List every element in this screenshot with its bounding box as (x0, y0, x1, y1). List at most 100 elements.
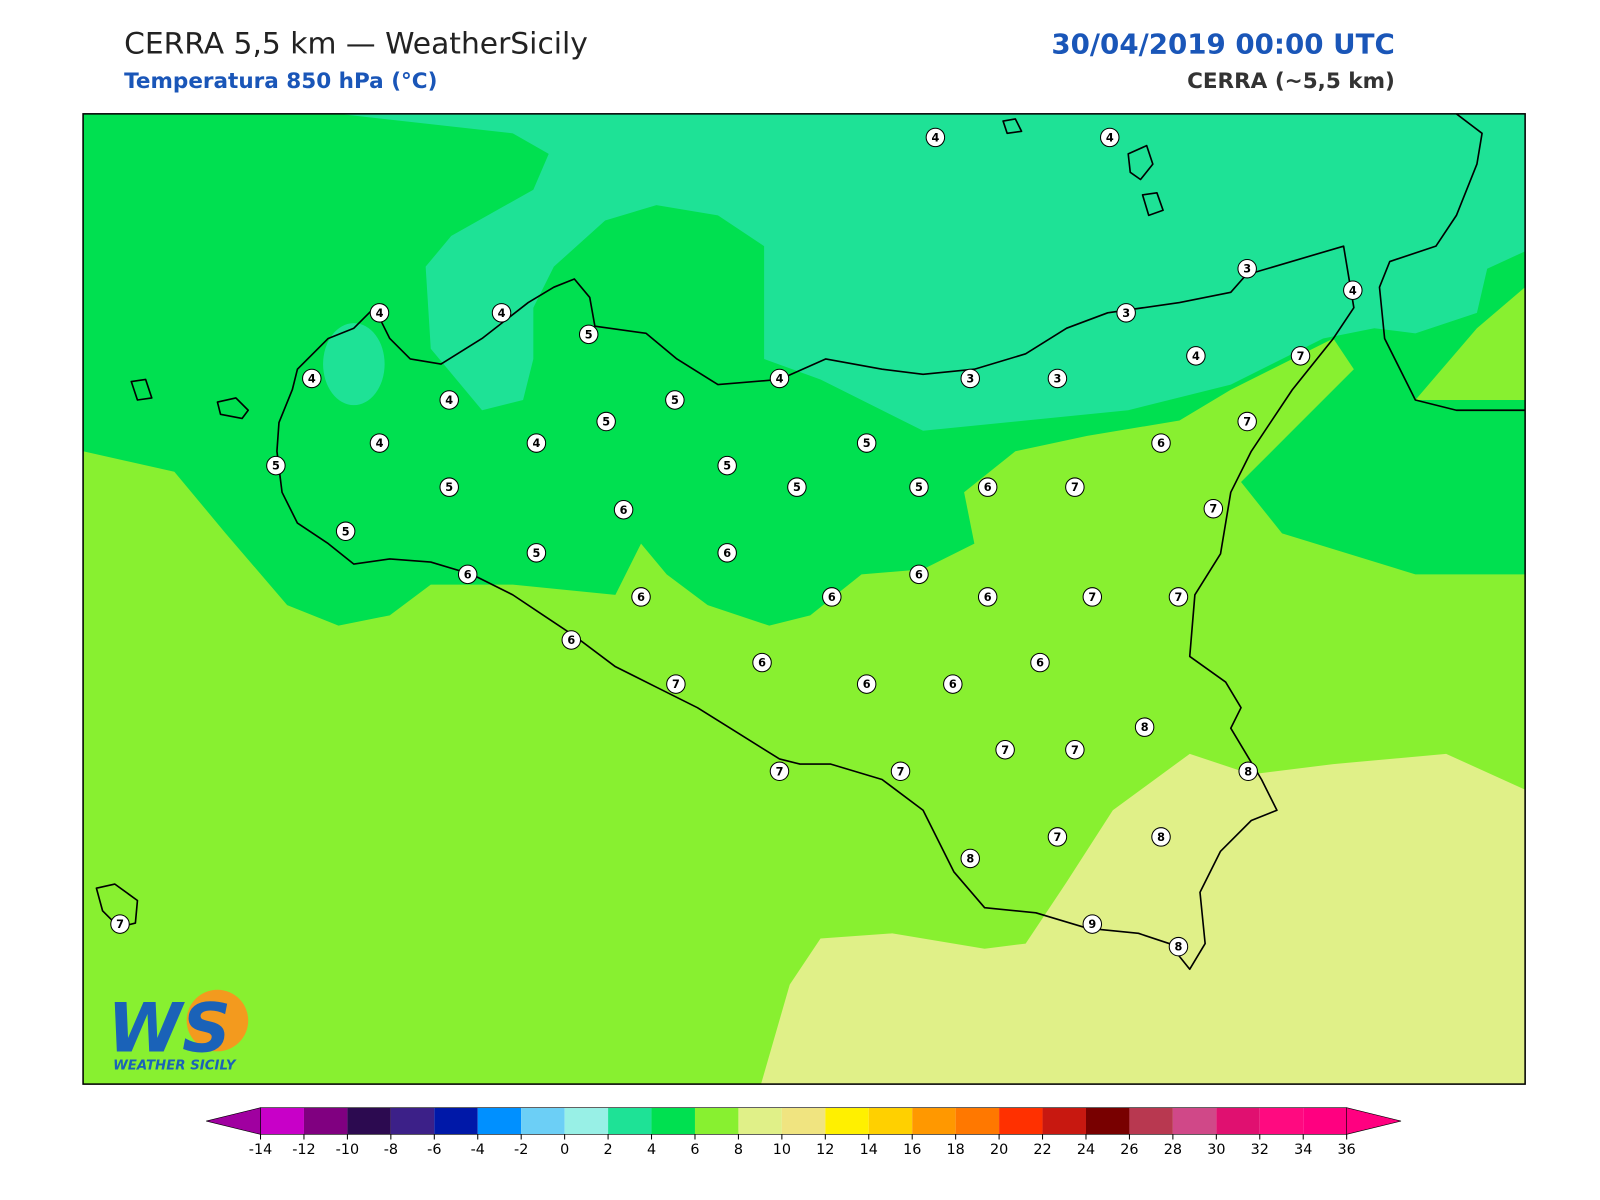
station-value: 5 (723, 460, 731, 473)
colorbar-under (206, 1107, 261, 1135)
station-marker (1168, 936, 1189, 957)
station-value: 8 (1141, 721, 1149, 734)
station-value: 5 (585, 328, 593, 341)
colorbar-tick-label: 24 (1077, 1142, 1095, 1158)
station-marker (1082, 587, 1103, 607)
station-marker (1134, 717, 1155, 737)
colorbar-tick-label: 12 (816, 1142, 834, 1158)
station-marker (1099, 127, 1120, 148)
island (1127, 144, 1154, 181)
station-value: 7 (1175, 591, 1183, 604)
map-frame (82, 113, 1526, 1085)
sicily-coast (276, 245, 1355, 971)
colorbar-tick-label: -10 (336, 1142, 359, 1158)
date: 30/04/2019 00:00 UTC (1051, 27, 1394, 60)
logo-mark: WS (108, 988, 231, 1067)
colorbar-tick-label: 8 (734, 1142, 743, 1158)
station-marker (665, 390, 685, 410)
colorbar-bin (999, 1107, 1043, 1135)
station-value: 7 (897, 765, 905, 778)
station-marker (526, 543, 547, 563)
station-marker (1203, 498, 1224, 519)
station-value: 6 (723, 547, 731, 560)
station-marker (822, 587, 842, 607)
band (338, 113, 1526, 431)
station-marker (561, 630, 582, 650)
colorbar-tick-label: -6 (427, 1142, 441, 1158)
coastlines (95, 113, 1526, 971)
model: CERRA (~5,5 km) (1187, 69, 1395, 94)
colorbar-tick-label: 26 (1120, 1142, 1138, 1158)
station-marker (717, 455, 737, 476)
station-marker (909, 564, 929, 585)
colorbar-tick-label: 0 (560, 1142, 569, 1158)
station-value: 8 (1175, 941, 1183, 954)
station-marker (1343, 280, 1363, 300)
colorbar-tick-label: 10 (773, 1142, 791, 1158)
station-value: 5 (915, 481, 923, 494)
colorbar-bin (564, 1107, 609, 1135)
colorbar-bin (825, 1107, 869, 1135)
station-value: 4 (776, 372, 784, 385)
colorbar-tick-label: 36 (1338, 1142, 1356, 1158)
station-marker (110, 914, 130, 934)
station-value: 7 (116, 918, 124, 931)
station-marker (302, 368, 322, 389)
station-value: 4 (1192, 350, 1200, 363)
colorbar-bin (1216, 1107, 1260, 1135)
station-marker (335, 521, 356, 542)
station-value: 4 (376, 437, 384, 450)
colorbar-bin (608, 1107, 652, 1135)
station-value: 5 (445, 481, 453, 494)
colorbar-over (1346, 1107, 1402, 1135)
colorbar-bin (303, 1107, 348, 1135)
station-value: 7 (776, 765, 784, 778)
colorbar-bin (955, 1107, 1000, 1135)
colorbar-frame (260, 1107, 1347, 1135)
station-marker (1238, 761, 1258, 782)
station-value: 3 (966, 372, 974, 385)
colorbar-bin (912, 1107, 956, 1135)
colorbar-bin (781, 1107, 826, 1135)
station-marker (369, 433, 390, 453)
station-value: 6 (567, 634, 575, 647)
stations: 4 4 3 4 4 4 5 3 4 4 5 4 3 3 4 7 5 7 4 4 5 6 5 5 5 5 5 6 7 7 6 5 5 6 6 6 6 6 6 7… (110, 127, 1363, 957)
station-marker (439, 477, 459, 497)
station-marker (1290, 346, 1311, 366)
station-marker (1151, 827, 1171, 847)
station-marker (1047, 827, 1068, 847)
station-value: 4 (376, 307, 384, 320)
station-marker (666, 674, 686, 694)
band (323, 323, 385, 406)
station-marker (1116, 303, 1136, 323)
colorbar-tick-label: 14 (860, 1142, 878, 1158)
colorbar-tick-label: 34 (1294, 1142, 1312, 1158)
colorbar-tick-label: -2 (514, 1142, 528, 1158)
station-value: 4 (445, 394, 453, 407)
colorbar-tick-label: 16 (903, 1142, 921, 1158)
station-value: 9 (1088, 918, 1096, 931)
station-marker (1065, 740, 1085, 760)
station-marker (943, 674, 963, 694)
colorbar-bin (434, 1107, 478, 1135)
colorbar-tick-label: -8 (384, 1142, 398, 1158)
colorbar-tick-label: 4 (647, 1142, 656, 1158)
station-marker (631, 587, 651, 607)
colorbar-bin (477, 1107, 522, 1135)
station-value: 6 (620, 504, 628, 517)
station-value: 6 (984, 481, 992, 494)
station-marker (769, 368, 790, 389)
island (130, 378, 153, 401)
station-value: 6 (984, 591, 992, 604)
station-value: 7 (1209, 503, 1217, 516)
colorbar-bin (1259, 1107, 1304, 1135)
subtitle: Temperatura 850 hPa (°C) (124, 69, 437, 94)
station-value: 7 (1001, 744, 1009, 757)
colorbar-tick-label: -12 (292, 1142, 315, 1158)
station-value: 4 (532, 437, 540, 450)
station-value: 6 (1036, 657, 1044, 670)
island (1002, 118, 1023, 135)
station-marker (787, 477, 807, 497)
station-marker (491, 303, 512, 323)
